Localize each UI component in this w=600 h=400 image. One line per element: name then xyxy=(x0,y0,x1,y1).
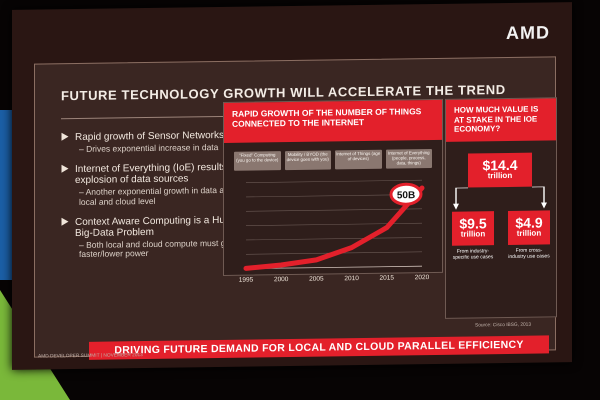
bottom-banner: DRIVING FUTURE DEMAND FOR LOCAL AND CLOU… xyxy=(89,335,549,360)
bullet-item: Context Aware Computing is a Huge Big-Da… xyxy=(61,215,239,260)
x-tick-label: 2020 xyxy=(415,274,430,281)
bullet-sub-text: – Another exponential growth in data at … xyxy=(79,185,227,207)
bullet-sub-text: – Both local and cloud compute must get … xyxy=(79,237,233,260)
value-heading: HOW MUCH VALUE IS AT STAKE IN THE IOE EC… xyxy=(446,98,556,142)
bullet-item: Rapid growth of Sensor Networks – Drives… xyxy=(61,130,239,155)
total-value-card: $14.4 trillion xyxy=(468,152,532,188)
bullet-main: Internet of Everything (IoE) results in … xyxy=(61,162,239,186)
cross-value-description: From cross-industry use cases xyxy=(508,247,550,260)
cross-value-unit: trillion xyxy=(516,228,542,238)
x-tick-label: 1995 xyxy=(239,277,254,284)
era-tag: "Fixed" Computing (you go to the device) xyxy=(234,151,281,171)
x-tick-label: 2010 xyxy=(344,275,359,282)
title-underline xyxy=(61,115,231,120)
era-tag: Internet of Things (age of devices) xyxy=(335,149,382,169)
era-tag: Internet of Everything (people, process,… xyxy=(385,149,432,169)
slide-frame: FUTURE TECHNOLOGY GROWTH WILL ACCELERATE… xyxy=(34,56,557,360)
chart-gridline xyxy=(246,208,422,212)
industry-value-unit: trillion xyxy=(460,229,486,239)
callout-label: 50B xyxy=(397,190,415,201)
era-tag: Mobility / BYOD (the device goes with yo… xyxy=(284,150,331,170)
bullet-main-text: Internet of Everything (IoE) results in … xyxy=(75,162,238,187)
callout-circle xyxy=(389,182,423,206)
chart-gridline xyxy=(246,179,422,183)
growth-chart: 1995 2000 2005 2010 2015 2020 50B xyxy=(234,174,430,289)
total-value-unit: trillion xyxy=(487,170,513,181)
value-split-arrows xyxy=(453,186,547,210)
chart-gridline xyxy=(246,222,422,226)
bullet-list: Rapid growth of Sensor Networks – Drives… xyxy=(61,130,239,270)
bullet-main-text: Context Aware Computing is a Huge Big-Da… xyxy=(75,214,237,240)
x-axis xyxy=(246,265,422,270)
bullet-main: Context Aware Computing is a Huge Big-Da… xyxy=(61,215,239,239)
projected-slide: AMD FUTURE TECHNOLOGY GROWTH WILL ACCELE… xyxy=(12,2,572,370)
source-note: Source: Cisco IBSG, 2013 xyxy=(475,322,531,329)
growth-series-line xyxy=(243,185,425,271)
bullet-icon xyxy=(61,132,69,141)
industry-value-description: From industry-specific use cases xyxy=(452,248,494,261)
cross-value-card: $4.9 trillion xyxy=(508,210,550,245)
chart-panel: RAPID GROWTH OF THE NUMBER OF THINGS CON… xyxy=(223,98,443,284)
era-tags: "Fixed" Computing (you go to the device)… xyxy=(234,149,432,171)
x-tick-label: 2000 xyxy=(274,276,289,283)
bullet-item: Internet of Everything (IoE) results in … xyxy=(61,162,239,207)
value-panel: HOW MUCH VALUE IS AT STAKE IN THE IOE EC… xyxy=(445,97,557,319)
chart-gridline xyxy=(246,237,422,241)
x-tick-label: 2005 xyxy=(309,276,324,283)
industry-value-card: $9.5 trillion xyxy=(452,211,494,246)
bullet-main-text: Rapid growth of Sensor Networks xyxy=(75,129,224,144)
amd-logo: AMD xyxy=(506,22,550,44)
bullet-icon xyxy=(61,164,69,174)
bullet-sub-text: – Drives exponential increase in data xyxy=(79,142,219,154)
bullet-icon xyxy=(61,217,69,226)
chart-heading: RAPID GROWTH OF THE NUMBER OF THINGS CON… xyxy=(224,99,442,143)
growth-chart-svg: 1995 2000 2005 2010 2015 2020 50B xyxy=(239,179,430,284)
x-tick-label: 2015 xyxy=(380,275,395,282)
